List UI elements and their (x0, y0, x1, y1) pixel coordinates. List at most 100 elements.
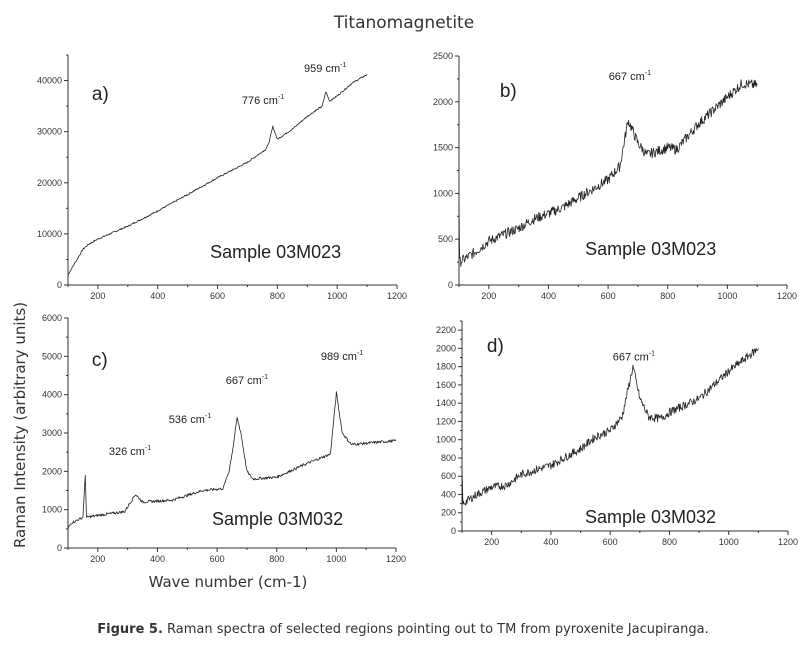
y-tick-label: 600 (441, 471, 456, 481)
y-tick-label: 400 (441, 489, 456, 499)
y-tick-label: 1000 (433, 188, 453, 198)
x-axis-label: Wave number (cm-1) (149, 573, 308, 591)
peak-annotation-superscript: -1 (340, 62, 346, 69)
sample-label: Sample 03M032 (585, 507, 716, 527)
caption-text: Raman spectra of selected regions pointi… (162, 622, 709, 637)
peak-annotation-superscript: -1 (357, 350, 363, 357)
caption-label: Figure 5. (97, 622, 163, 637)
y-tick-label: 0 (448, 280, 453, 290)
peak-annotation-text: 667 cm (226, 375, 262, 387)
x-tick-label: 1000 (719, 537, 739, 547)
panel-label: b) (500, 81, 517, 102)
peak-annotation: 776 cm-1 (242, 94, 284, 107)
peak-annotation: 536 cm-1 (169, 413, 211, 426)
panel-label: d) (487, 336, 504, 357)
peak-annotation-text: 667 cm (609, 71, 645, 83)
y-tick-label: 30000 (37, 127, 62, 137)
x-tick-label: 1000 (326, 554, 346, 564)
sample-label: Sample 03M023 (585, 239, 716, 259)
x-tick-label: 600 (603, 537, 618, 547)
peak-annotation: 959 cm-1 (304, 62, 346, 75)
y-tick-label: 500 (438, 234, 453, 244)
x-tick-label: 600 (601, 291, 616, 301)
peak-annotation-text: 959 cm (304, 63, 340, 75)
peak-annotation-text: 989 cm (321, 351, 357, 363)
peak-annotation: 326 cm-1 (109, 445, 151, 458)
peak-annotation: 667 cm-1 (613, 350, 655, 363)
sample-label: Sample 03M032 (212, 509, 343, 529)
y-tick-label: 2200 (436, 325, 456, 335)
peak-annotation-text: 667 cm (613, 351, 649, 363)
spectrum-line (461, 347, 759, 506)
y-tick-label: 4000 (42, 390, 62, 400)
peak-annotation-text: 776 cm (242, 95, 278, 107)
x-tick-label: 1200 (386, 554, 406, 564)
y-axis-label: Raman Intensity (arbitrary units) (11, 302, 29, 548)
peak-annotation-text: 536 cm (169, 414, 205, 426)
y-tick-label: 2000 (42, 466, 62, 476)
y-tick-label: 5000 (42, 351, 62, 361)
panel-b: 200 400 600 800 1000 1200 0 500 1000 1500 2000 2500… (433, 51, 797, 301)
y-tick-label: 800 (441, 453, 456, 463)
peak-annotation-superscript: -1 (145, 445, 151, 452)
y-tick-label: 2000 (436, 343, 456, 353)
y-tick-label: 0 (57, 543, 62, 553)
x-tick-label: 1200 (778, 537, 798, 547)
y-tick-label: 200 (441, 508, 456, 518)
y-tick-label: 6000 (42, 313, 62, 323)
peak-annotation-superscript: -1 (645, 70, 651, 77)
x-tick-label: 600 (210, 554, 225, 564)
y-tick-label: 1500 (433, 143, 453, 153)
spectrum-line (67, 391, 397, 529)
x-tick-label: 200 (90, 554, 105, 564)
x-tick-label: 200 (484, 537, 499, 547)
y-tick-label: 40000 (37, 76, 62, 86)
x-tick-label: 200 (90, 291, 105, 301)
x-tick-label: 200 (481, 291, 496, 301)
spectrum-line (458, 79, 758, 267)
x-tick-label: 1200 (387, 291, 407, 301)
peak-annotation: 667 cm-1 (226, 374, 268, 387)
panel-c: 200 400 600 800 1000 1200 0 1000 2000 3000 4000 500… (42, 313, 406, 564)
y-tick-label: 1000 (436, 435, 456, 445)
y-tick-label: 10000 (37, 229, 62, 239)
y-tick-label: 20000 (37, 178, 62, 188)
peak-annotation-superscript: -1 (278, 94, 284, 101)
figure-caption: Figure 5. Raman spectra of selected regi… (0, 622, 806, 637)
x-tick-label: 400 (150, 291, 165, 301)
panel-a: 200 400 600 800 1000 1200 0 10000 20000 30000 4000… (37, 54, 407, 301)
x-tick-label: 400 (543, 537, 558, 547)
panel-label: c) (92, 350, 108, 371)
panel-label: a) (92, 84, 109, 105)
x-tick-label: 800 (660, 291, 675, 301)
x-tick-label: 1000 (717, 291, 737, 301)
y-tick-label: 1600 (436, 380, 456, 390)
x-tick-label: 800 (270, 291, 285, 301)
y-tick-label: 0 (57, 280, 62, 290)
x-tick-label: 1000 (327, 291, 347, 301)
panel-d: 200 400 600 800 1000 1200 0 200 400 600 800 1000 120… (436, 320, 798, 547)
y-tick-label: 2500 (433, 51, 453, 61)
x-tick-label: 800 (269, 554, 284, 564)
x-tick-label: 600 (210, 291, 225, 301)
figure-title: Titanomagnetite (333, 13, 474, 33)
y-tick-label: 1000 (42, 505, 62, 515)
y-tick-label: 3000 (42, 428, 62, 438)
peak-annotation-superscript: -1 (262, 374, 268, 381)
x-tick-label: 400 (150, 554, 165, 564)
y-tick-label: 0 (451, 526, 456, 536)
peak-annotation-superscript: -1 (649, 350, 655, 357)
y-tick-label: 1400 (436, 398, 456, 408)
y-tick-label: 1800 (436, 362, 456, 372)
x-tick-label: 1200 (777, 291, 797, 301)
y-tick-label: 2000 (433, 97, 453, 107)
x-tick-label: 400 (541, 291, 556, 301)
peak-annotation-text: 326 cm (109, 446, 145, 458)
peak-annotation-superscript: -1 (205, 413, 211, 420)
peak-annotation: 989 cm-1 (321, 350, 363, 363)
sample-label: Sample 03M023 (210, 242, 341, 262)
peak-annotation: 667 cm-1 (609, 70, 651, 83)
spectrum-line (67, 74, 368, 275)
x-tick-label: 800 (662, 537, 677, 547)
